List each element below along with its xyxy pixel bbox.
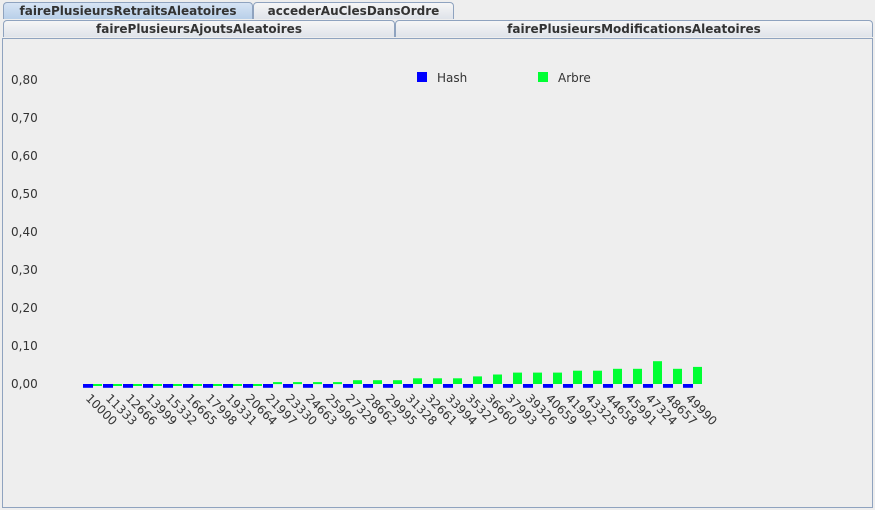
y-tick-label: 0,30 (11, 263, 38, 277)
bar-arbre (513, 372, 522, 384)
bar-hash (243, 384, 253, 388)
tab-content-panel: 0,00 0,10 0,20 0,30 0,40 0,50 0,60 0,70 0,80 1000… (2, 38, 873, 508)
bar-hash (543, 384, 553, 388)
bar-hash (323, 384, 333, 388)
bar-hash (143, 384, 153, 388)
bar-arbre (153, 384, 162, 386)
bar-hash (623, 384, 633, 388)
bar-hash (343, 384, 353, 388)
bar-arbre (133, 384, 142, 386)
y-tick-label: 0,60 (11, 149, 38, 163)
legend-swatch (538, 72, 548, 82)
bar-arbre (393, 380, 402, 384)
bar-arbre (233, 384, 242, 386)
bar-arbre (693, 366, 702, 384)
bar-hash (583, 384, 593, 388)
bar-arbre (293, 382, 302, 385)
bar-hash (123, 384, 133, 388)
bar-hash (523, 384, 533, 388)
bar-hash (563, 384, 573, 388)
bar-hash (263, 384, 273, 388)
bar-hash (423, 384, 433, 388)
tab-acceder-au-cles-dans-ordre[interactable]: accederAuClesDansOrdre (253, 2, 454, 19)
bar-hash (203, 384, 213, 388)
legend-label: Arbre (558, 71, 591, 85)
bar-arbre (113, 384, 122, 386)
bar-arbre (413, 378, 422, 384)
bar-arbre (433, 378, 442, 384)
legend-label: Hash (437, 71, 467, 85)
tab-faire-plusieurs-ajouts-aleatoires[interactable]: fairePlusieursAjoutsAleatoires (3, 20, 395, 37)
bar-chart: 0,000,100,200,300,400,500,600,700,801000… (11, 71, 720, 428)
y-tick-label: 0,40 (11, 225, 38, 239)
bar-hash (223, 384, 233, 388)
y-tick-label: 0,80 (11, 73, 38, 87)
bar-arbre (633, 368, 642, 384)
bar-hash (303, 384, 313, 388)
y-tick-label: 0,20 (11, 301, 38, 315)
y-tick-label: 0,50 (11, 187, 38, 201)
bar-hash (483, 384, 493, 388)
bar-hash (83, 384, 93, 388)
bar-arbre (493, 374, 502, 384)
bar-arbre (313, 382, 322, 385)
bar-arbre (353, 380, 362, 384)
tab-faire-plusieurs-modifications-aleatoires[interactable]: fairePlusieursModificationsAleatoires (395, 20, 873, 37)
bar-arbre (453, 378, 462, 384)
bar-hash (403, 384, 413, 388)
bar-arbre (373, 380, 382, 384)
bar-arbre (613, 368, 622, 384)
bar-hash (503, 384, 513, 388)
bar-hash (183, 384, 193, 388)
bar-arbre (193, 384, 202, 386)
bar-hash (363, 384, 373, 388)
bar-arbre (213, 384, 222, 386)
bar-hash (163, 384, 173, 388)
legend-swatch (417, 72, 427, 82)
bar-hash (103, 384, 113, 388)
bar-hash (643, 384, 653, 388)
bar-hash (383, 384, 393, 388)
bar-arbre (653, 361, 662, 384)
y-tick-label: 0,00 (11, 377, 38, 391)
bar-arbre (553, 372, 562, 384)
y-tick-label: 0,70 (11, 111, 38, 125)
bar-arbre (673, 368, 682, 384)
bar-hash (443, 384, 453, 388)
bar-arbre (93, 384, 102, 386)
tab-faire-plusieurs-retraits-aleatoires[interactable]: fairePlusieursRetraitsAleatoires (3, 2, 253, 19)
bar-arbre (173, 384, 182, 386)
bar-hash (603, 384, 613, 388)
bar-hash (663, 384, 673, 388)
bar-arbre (253, 384, 262, 386)
bar-hash (683, 384, 693, 388)
bar-arbre (573, 370, 582, 384)
bar-arbre (533, 372, 542, 384)
bar-arbre (473, 376, 482, 384)
bar-hash (463, 384, 473, 388)
y-tick-label: 0,10 (11, 339, 38, 353)
bar-arbre (333, 382, 342, 385)
bar-arbre (273, 382, 282, 385)
bar-hash (283, 384, 293, 388)
bar-arbre (593, 370, 602, 384)
